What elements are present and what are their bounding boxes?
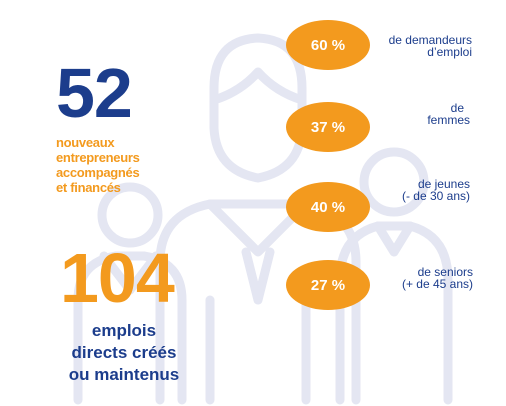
caption-youth: de jeunes (- de 30 ans) bbox=[350, 178, 470, 202]
stat-jobs-line: ou maintenus bbox=[68, 365, 180, 384]
stat-entrepreneurs-value: 52 bbox=[56, 54, 133, 132]
caption-line: de demandeurs bbox=[388, 33, 472, 47]
stat-entrepreneurs-label: nouveaux entrepreneurs accompagnés et fi… bbox=[56, 135, 196, 195]
caption-line: d’emploi bbox=[427, 45, 472, 59]
percent-badge-women: 37 % bbox=[286, 102, 370, 152]
stat-entrepreneurs-line: et financés bbox=[56, 180, 121, 195]
caption-line: (- de 30 ans) bbox=[401, 189, 470, 203]
percent-badge-seniors: 27 % bbox=[286, 260, 370, 310]
caption-line: femmes bbox=[427, 113, 470, 127]
caption-seniors: de seniors (+ de 45 ans) bbox=[353, 266, 473, 290]
percent-badge-job-seekers: 60 % bbox=[286, 20, 370, 70]
caption-job-seekers: de demandeurs d’emploi bbox=[352, 34, 472, 58]
stat-entrepreneurs-line: entrepreneurs bbox=[56, 150, 140, 165]
caption-line: de bbox=[450, 101, 464, 115]
stat-jobs-value: 104 bbox=[60, 239, 175, 317]
stat-entrepreneurs-line: accompagnés bbox=[56, 165, 140, 180]
stat-jobs-line: directs créés bbox=[71, 343, 177, 362]
percent-badge-youth: 40 % bbox=[286, 182, 370, 232]
caption-line: de jeunes bbox=[417, 177, 470, 191]
stat-entrepreneurs-line: nouveaux bbox=[56, 135, 115, 150]
caption-women: de femmes bbox=[350, 102, 470, 126]
caption-line: (+ de 45 ans) bbox=[401, 277, 473, 291]
stat-jobs-line: emplois bbox=[91, 321, 157, 340]
caption-line: de seniors bbox=[417, 265, 473, 279]
stat-jobs-label: emplois directs créés ou maintenus bbox=[44, 320, 204, 386]
